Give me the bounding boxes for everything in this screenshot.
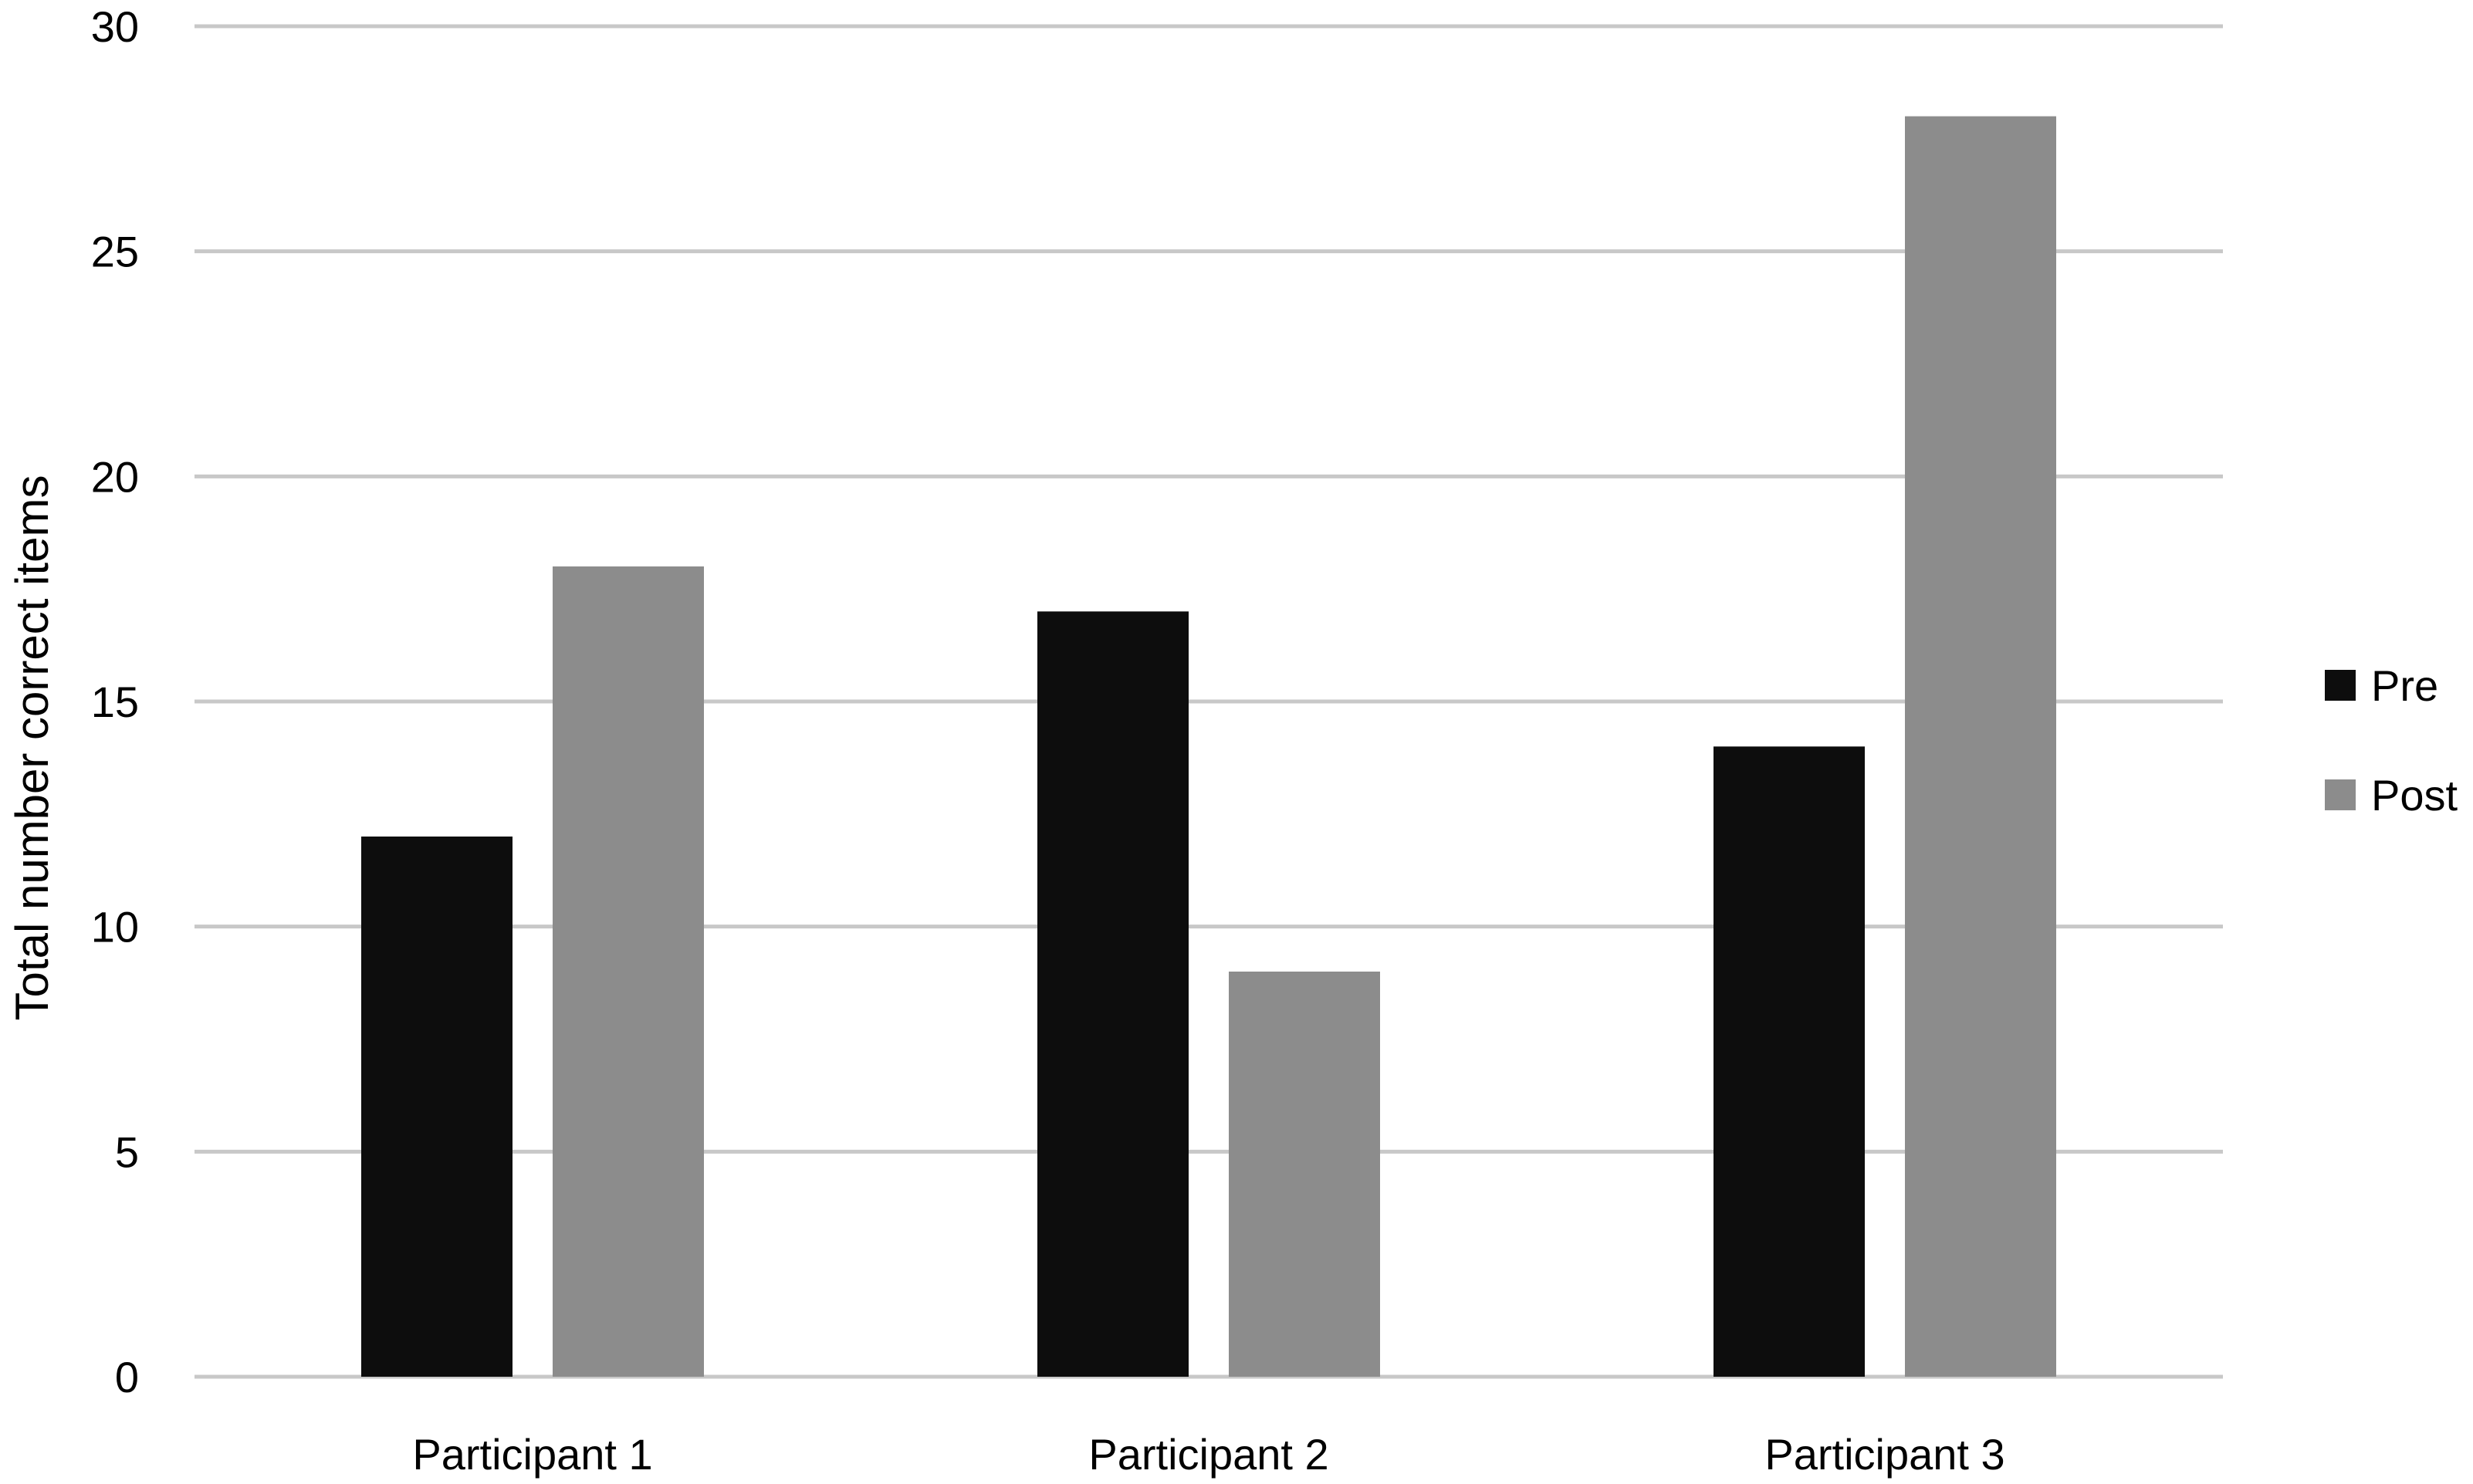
x-category-label: Participant 2	[1088, 1430, 1328, 1479]
bar-post-1	[553, 566, 704, 1377]
legend-swatch-post	[2325, 779, 2356, 810]
bar-pre-1	[361, 837, 513, 1377]
bars	[361, 116, 2056, 1378]
y-tick-label: 30	[91, 2, 139, 51]
bar-post-3	[1905, 116, 2056, 1378]
y-tick-label: 0	[115, 1353, 139, 1401]
y-tick-label: 10	[91, 903, 139, 952]
x-axis-category-labels: Participant 1 Participant 2 Participant 3	[412, 1430, 2004, 1479]
bar-pre-3	[1714, 746, 1865, 1377]
y-tick-label: 15	[91, 678, 139, 726]
x-category-label: Participant 3	[1764, 1430, 2004, 1479]
legend-swatch-pre	[2325, 670, 2356, 701]
bar-pre-2	[1037, 611, 1189, 1377]
gridlines	[195, 24, 2223, 1379]
legend-label-pre: Pre	[2371, 661, 2438, 710]
legend-label-post: Post	[2371, 771, 2458, 820]
bar-post-2	[1229, 972, 1380, 1377]
y-axis-tick-labels: 0 5 10 15 20 25 30	[91, 2, 139, 1401]
y-tick-label: 20	[91, 452, 139, 501]
y-axis-title: Total number correct items	[6, 475, 58, 1021]
legend: Pre Post	[2325, 661, 2458, 820]
y-tick-label: 5	[115, 1127, 139, 1176]
y-tick-label: 25	[91, 228, 139, 276]
x-category-label: Participant 1	[412, 1430, 652, 1479]
